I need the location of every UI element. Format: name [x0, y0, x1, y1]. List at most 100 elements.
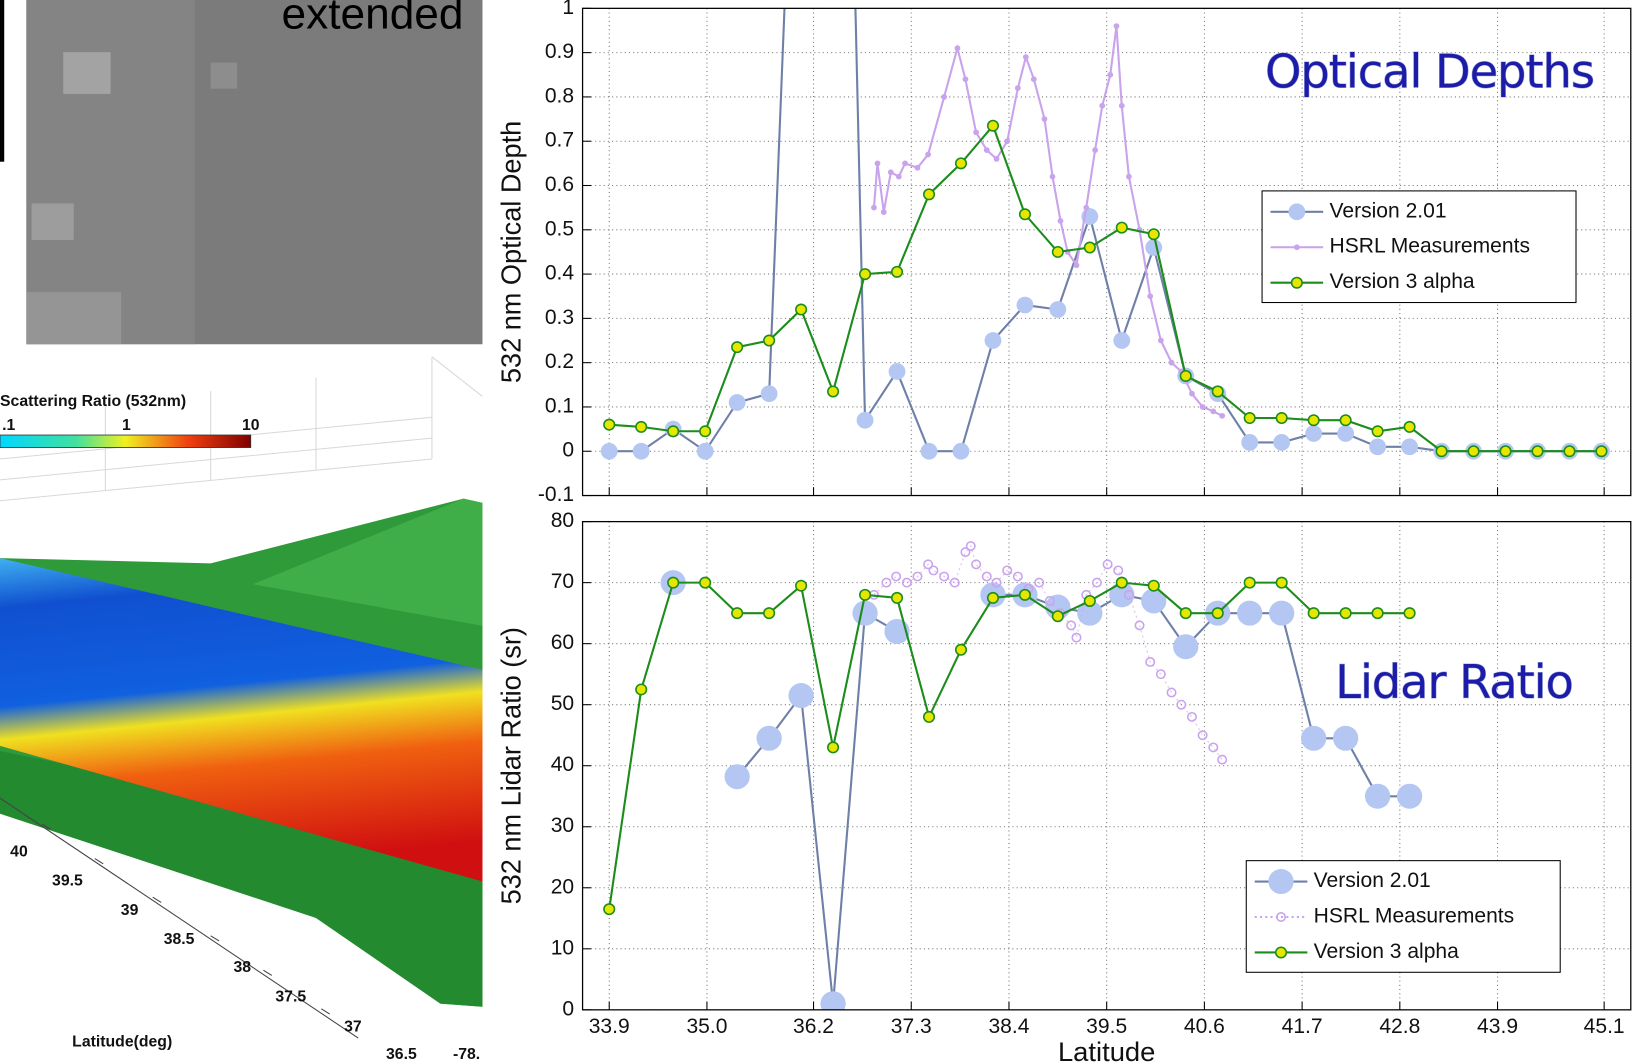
data-point: [820, 991, 846, 1010]
data-point: [1091, 577, 1102, 588]
y-tick-label: 70: [551, 570, 574, 593]
x-tick-label: 45.1: [1584, 1015, 1625, 1038]
legend-label: Version 3 alpha: [1329, 270, 1475, 293]
data-point: [728, 394, 746, 411]
data-point: [984, 332, 1002, 349]
plot-area: [600, 8, 1610, 460]
data-point: [1166, 687, 1177, 698]
data-point: [1563, 445, 1576, 458]
data-point: [731, 341, 744, 354]
y-tick-label: 0.3: [545, 306, 574, 329]
data-point: [1115, 576, 1128, 589]
satellite-image: extended: [0, 0, 483, 345]
data-point: [1435, 445, 1448, 458]
x-tick-label: 41.7: [1282, 1015, 1323, 1038]
data-point: [1016, 296, 1034, 314]
data-point: [1199, 404, 1206, 410]
data-point: [1107, 71, 1114, 78]
data-point: [763, 607, 776, 620]
data-point: [1337, 425, 1355, 442]
axis-tick: 37.5: [275, 989, 306, 1006]
x-tick-label: 38.4: [988, 1015, 1029, 1038]
x-tick-label: 39.5: [1086, 1015, 1127, 1038]
data-point: [1115, 221, 1128, 234]
data-point: [1134, 620, 1145, 631]
data-point: [1145, 657, 1156, 667]
x-tick-label: 42.8: [1379, 1015, 1420, 1038]
data-point: [973, 129, 979, 136]
x-tick-label: 40.6: [1184, 1015, 1225, 1038]
data-point: [1049, 173, 1056, 180]
y-axis-label: 532 nm Optical Depth: [495, 121, 526, 383]
colorbar-tick: 10: [242, 417, 260, 434]
axes-frame: [581, 7, 1632, 497]
chart: 0 10 20 30 40 50 60 70 80 33.9 35.0 36.2 37.3 38.4 39.…: [495, 509, 1632, 1062]
data-point: [1307, 414, 1320, 427]
x-tick-label: 37.3: [891, 1015, 932, 1038]
data-point: [667, 576, 680, 589]
data-point: [1147, 293, 1154, 300]
colorbar-tick: 1: [122, 417, 131, 434]
axes-frame: [581, 520, 1632, 1011]
data-point: [1034, 577, 1045, 588]
data-point: [1189, 390, 1195, 397]
legend-marker: [1293, 244, 1300, 251]
curtain-plot: Scattering Ratio (532nm) .1 1 10 40 39.5…: [0, 356, 483, 1062]
data-point: [923, 559, 934, 570]
legend-label: Version 2.01: [1329, 199, 1446, 222]
y-tick-label: 40: [551, 753, 574, 776]
data-point: [1273, 434, 1291, 451]
data-point: [1208, 742, 1219, 753]
y-tick-label: 0: [562, 997, 574, 1020]
data-point: [1371, 607, 1384, 620]
data-point: [1041, 116, 1048, 122]
data-point: [1243, 576, 1256, 589]
data-point: [1073, 262, 1080, 269]
data-point: [939, 571, 950, 582]
data-point: [827, 385, 840, 398]
legend-marker: [1268, 869, 1294, 895]
data-point: [954, 157, 968, 170]
data-point: [1083, 241, 1096, 254]
data-point: [1118, 102, 1125, 109]
data-point: [1197, 730, 1208, 741]
data-point: [881, 577, 892, 588]
data-point: [1125, 173, 1132, 180]
data-point: [1401, 438, 1419, 456]
y-tick-label: 0.5: [545, 217, 574, 240]
plot-area: [603, 541, 1423, 1010]
data-point: [1364, 783, 1391, 809]
y-tick-label: 0: [562, 439, 574, 462]
axis-tick: 36.5: [386, 1046, 417, 1062]
data-point: [1113, 332, 1131, 349]
legend-label: Version 3 alpha: [1314, 940, 1460, 963]
axis-tick: 40: [10, 844, 28, 861]
chart: -0.1 0 0.1 0.2 0.3 0.4 0.5 0.6 0.7 0.8 0.9 1 532 nm …: [495, 0, 1632, 506]
annotation: Optical Depths: [1265, 45, 1594, 99]
data-point: [1307, 607, 1320, 620]
data-point: [920, 442, 938, 460]
data-point: [1109, 582, 1135, 608]
data-point: [1102, 559, 1113, 570]
data-point: [1083, 594, 1096, 607]
data-point: [1371, 425, 1384, 438]
y-tick-label: 60: [551, 631, 574, 654]
data-point: [891, 571, 902, 582]
data-point: [949, 577, 960, 588]
x-tick-label: 43.9: [1477, 1015, 1518, 1038]
data-point: [1499, 445, 1512, 458]
data-point: [1403, 607, 1416, 620]
data-point: [928, 565, 939, 576]
data-point: [859, 588, 872, 601]
data-point: [890, 265, 904, 278]
y-tick-label: 30: [551, 814, 574, 837]
data-point: [756, 725, 782, 751]
data-point: [922, 188, 936, 201]
data-point: [1595, 445, 1608, 458]
data-point: [888, 363, 906, 380]
y-tick-label: 0.7: [545, 129, 574, 152]
data-point: [1113, 565, 1124, 576]
data-point: [852, 600, 878, 626]
data-point: [1147, 579, 1160, 592]
